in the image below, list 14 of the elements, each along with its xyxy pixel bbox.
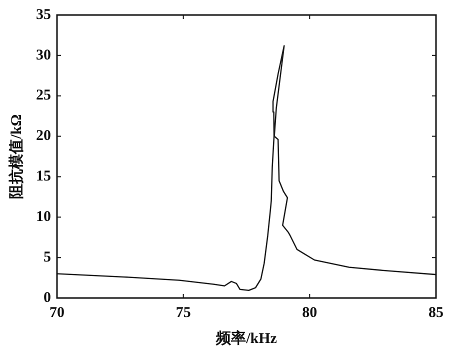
y-tick-label: 10	[36, 209, 51, 226]
y-tick-label: 25	[36, 88, 51, 104]
y-tick-label: 30	[36, 47, 51, 64]
x-tick-label: 70	[50, 304, 64, 321]
x-tick-label: 75	[176, 304, 191, 321]
y-tick-label: 0	[44, 290, 51, 306]
x-tick-label: 80	[302, 304, 318, 321]
y-tick-label: 15	[36, 168, 51, 185]
x-tick-label: 85	[428, 304, 444, 321]
x-axis-title: 频率/kHz	[215, 328, 278, 347]
y-axis-title: 阻抗模值/kΩ	[8, 114, 25, 199]
y-tick-label: 5	[44, 249, 51, 266]
y-tick-label: 20	[36, 128, 51, 144]
y-tick-label: 35	[36, 6, 51, 23]
